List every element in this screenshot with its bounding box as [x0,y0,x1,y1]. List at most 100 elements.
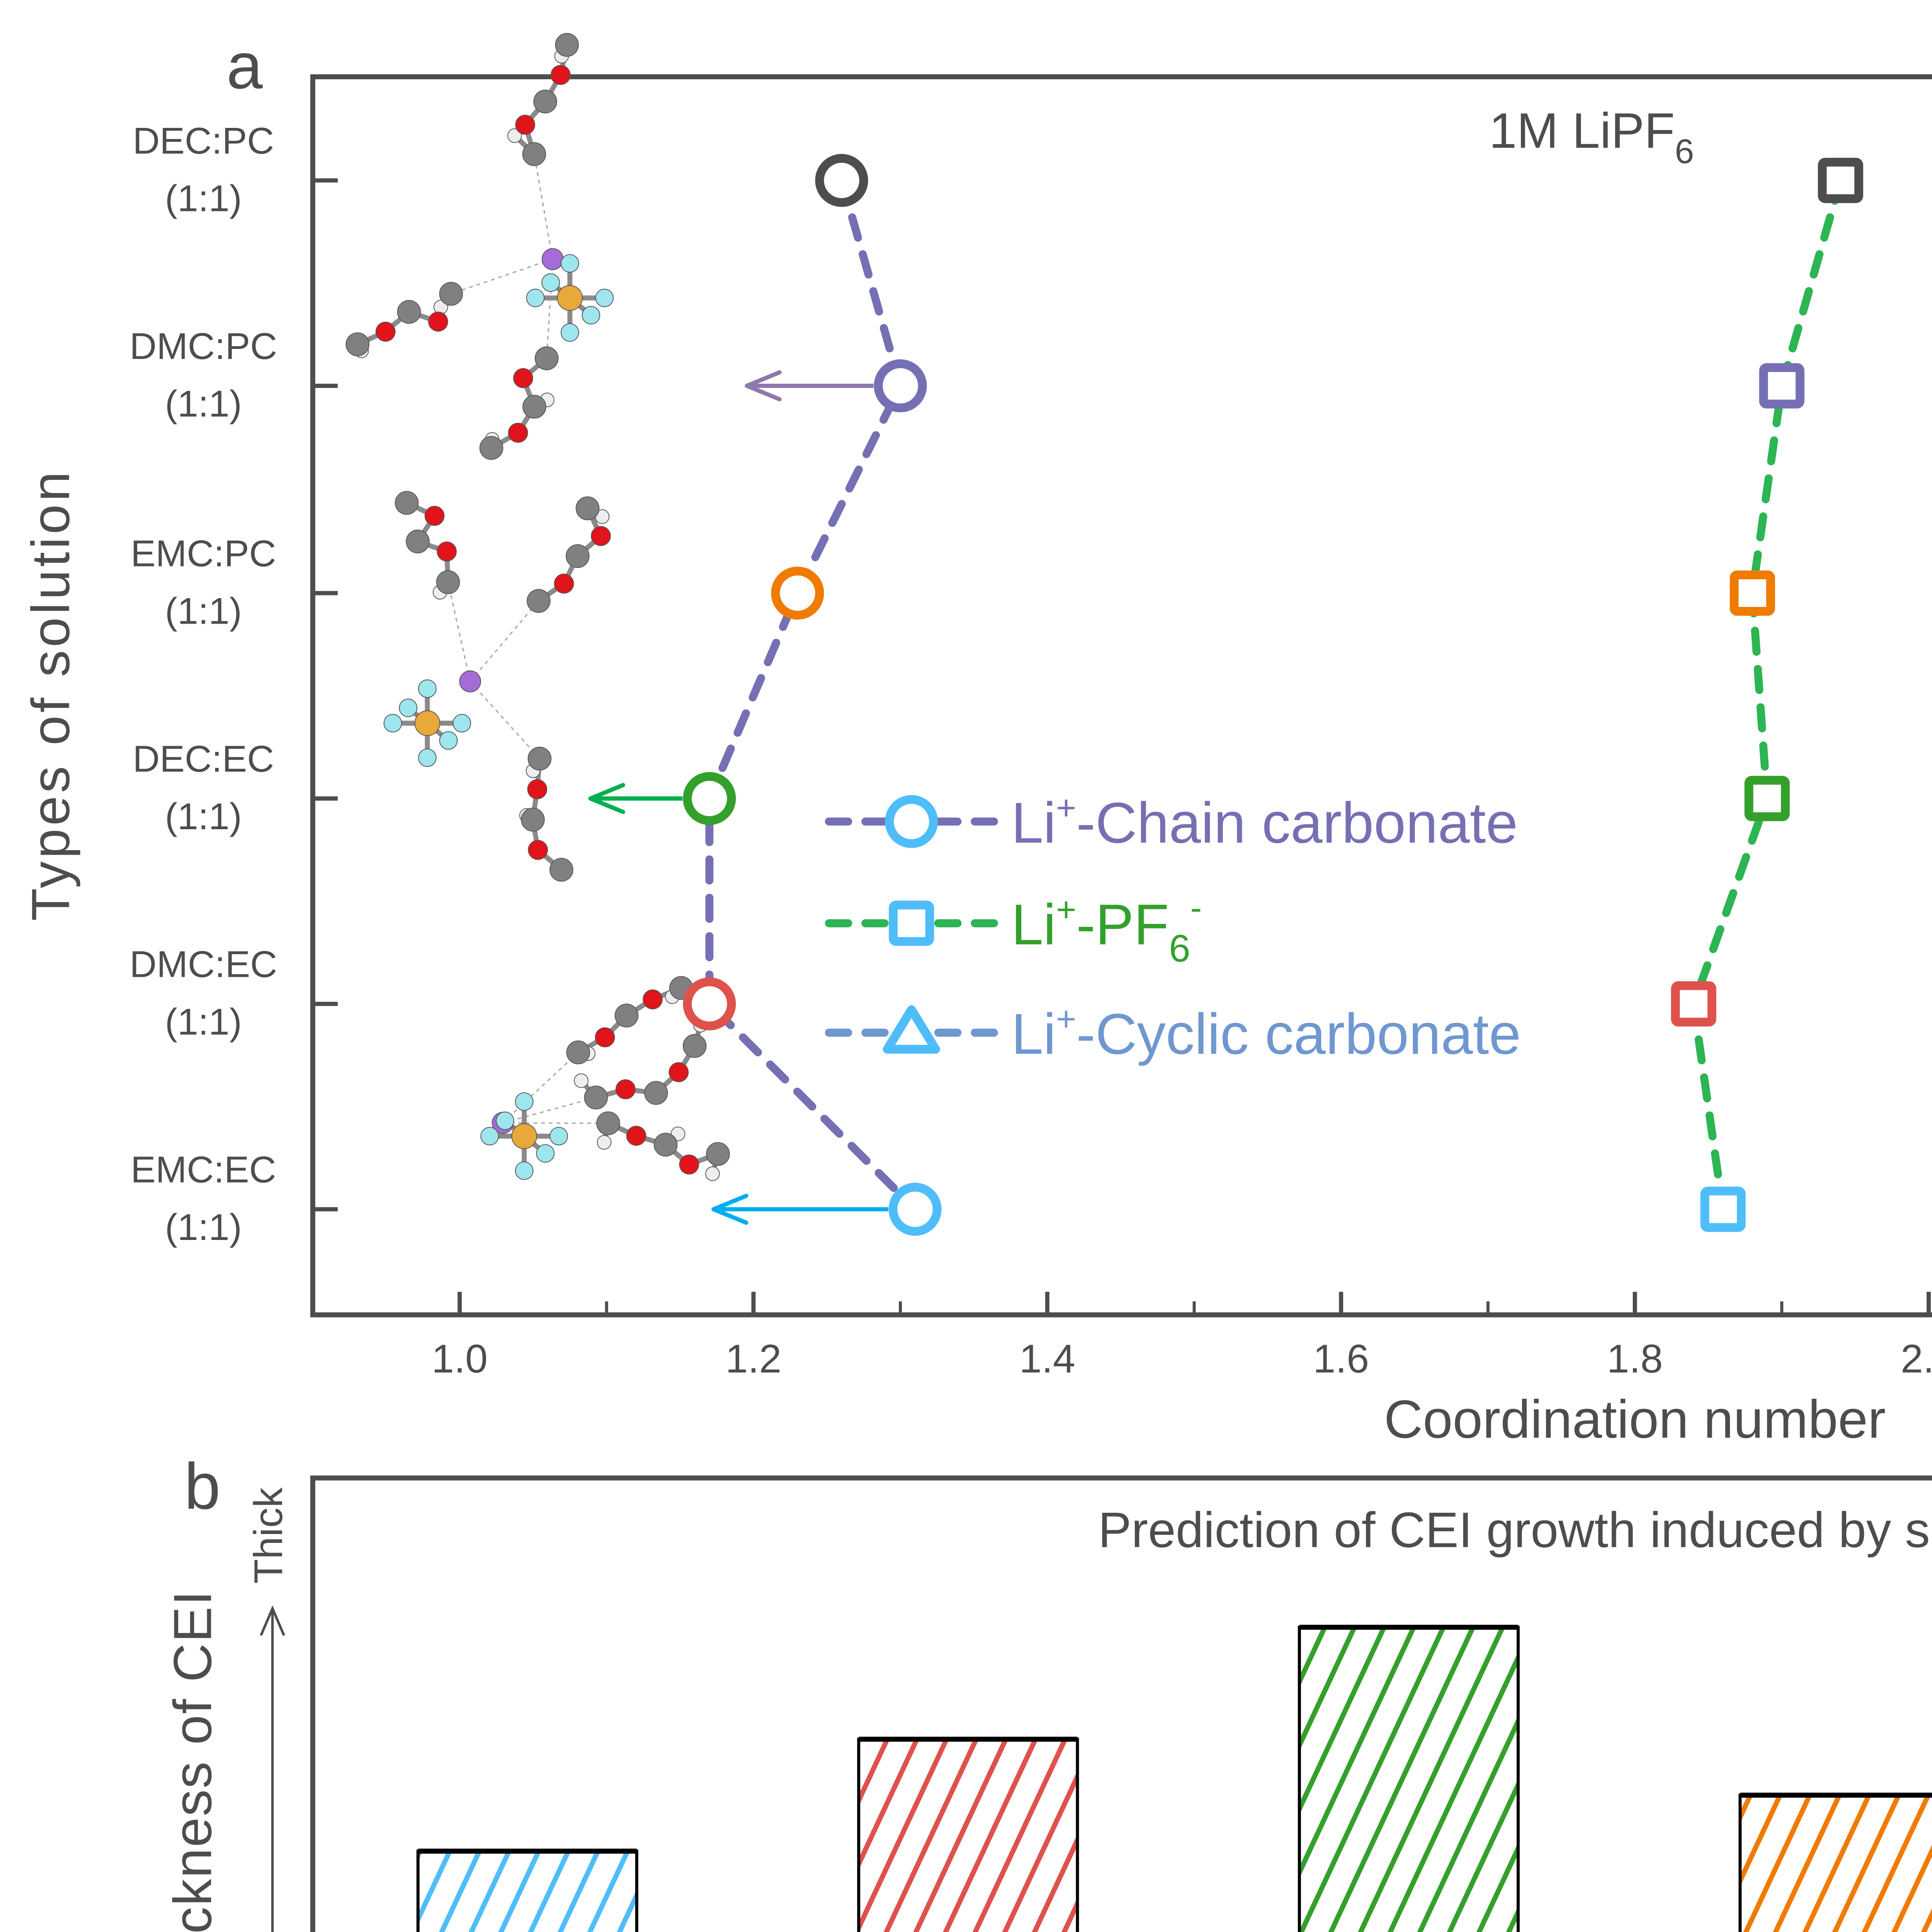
atom [536,1144,555,1163]
y-category-ratio: (1:1) [165,383,242,425]
x-tick-label: 1.0 [432,1337,488,1381]
atom [584,1085,608,1110]
circle-marker [874,359,927,413]
atom [575,496,600,520]
atom [375,321,396,342]
y-category-label: DMC:PC [129,325,277,367]
legend-marker-triangle [883,1005,940,1054]
atom [418,679,437,698]
legend-marker-circle [885,795,938,848]
legend-label-part: 6 [1169,927,1190,970]
atom [557,285,583,311]
thick-label: Thick [246,1487,291,1584]
y-axis-title: Types of solution [21,469,81,921]
square-marker [1671,981,1716,1027]
series-line-pf6 [1689,176,1845,1214]
legend-label-part: Li [1011,791,1056,855]
structure-arrowhead [745,370,782,401]
panel-b-cei-bar-chart: b Prediction of CEI growth induced by so… [163,1449,1932,1932]
atom [527,747,552,771]
y-category-label: DEC:PC [133,119,274,162]
atom [554,573,574,594]
x-tick-label: 1.4 [1019,1337,1075,1381]
atom [551,65,571,85]
structure-arrowhead [711,1194,748,1225]
x-tick-label: 1.6 [1313,1337,1369,1381]
atom [668,1062,689,1082]
atom [534,346,559,371]
thin-to-thick-arrow-head [260,1605,285,1636]
atom [406,529,430,554]
atom [459,670,481,692]
bars [416,1624,1932,1932]
atom [596,1111,620,1135]
atom [436,570,460,594]
atom [595,1027,615,1048]
panel-letter-a: a [226,29,263,102]
atom [533,89,557,114]
atom [511,1123,537,1149]
atom [626,1126,646,1146]
bar [1298,1626,1520,1932]
y-category-label: DMC:EC [129,943,277,985]
circle-marker [815,154,868,207]
x-tick-label: 1.8 [1607,1337,1663,1381]
y-category-ratio: (1:1) [165,590,242,632]
legend-label-part: + [1056,1000,1076,1038]
atom [561,254,579,273]
y-category-ratio: (1:1) [165,1206,242,1248]
y-category-ratio: (1:1) [165,795,242,837]
atom [515,1092,534,1111]
atom [614,1003,639,1027]
atom [479,436,503,460]
atom [643,989,663,1010]
legend-label-part: -PF [1076,892,1169,957]
legend-label: Li+-Cyclic carbonate [1011,1000,1521,1066]
concentration-note: 1M LiPF6 [1489,103,1694,170]
atom [452,714,471,733]
circle-marker [888,1183,942,1236]
atom [541,248,564,270]
legend-label: Li+-PF6- [1011,888,1202,970]
atom [345,332,370,356]
square-marker [1700,1186,1746,1232]
atom [526,289,545,307]
atom [521,808,545,832]
bar [416,1849,638,1932]
legend-label: Li+-Chain carbonate [1011,788,1518,855]
atom [439,731,458,750]
atom [414,710,440,736]
structure-arrows [588,370,888,1225]
molecule-inset [383,491,611,882]
atom [507,128,522,143]
atom [549,1127,568,1146]
legend-label-part: -Cyclic carbonate [1076,1002,1521,1066]
legend-marker-square [889,900,934,946]
atom [515,115,535,135]
atom [395,491,419,515]
atom [418,748,437,767]
atom [527,589,551,613]
atom [496,1111,514,1130]
atom [679,1154,699,1175]
atom [644,1081,668,1105]
series-lines [705,176,1845,1214]
y-category-ratio: (1:1) [165,177,242,219]
square-marker [1759,363,1804,409]
molecule-inset [480,976,730,1181]
atom [437,541,457,562]
atom [616,1079,636,1099]
coordination-bond [533,154,553,259]
circle-marker [683,772,736,825]
atom [706,1142,730,1166]
panel-a-coordination-chart: a 1.01.21.41.61.82.02.22.42.6 DEC:PC(1:1… [21,29,1932,1449]
square-marker [1744,776,1790,821]
square-marker [1730,570,1775,616]
plot-frame-b [310,1475,1932,1932]
atom [682,1034,707,1058]
atom [508,423,528,443]
coordination-bond [451,258,553,294]
atom [528,840,548,860]
bar-chart-title: Prediction of CEI growth induced by solv… [1098,1502,1932,1558]
